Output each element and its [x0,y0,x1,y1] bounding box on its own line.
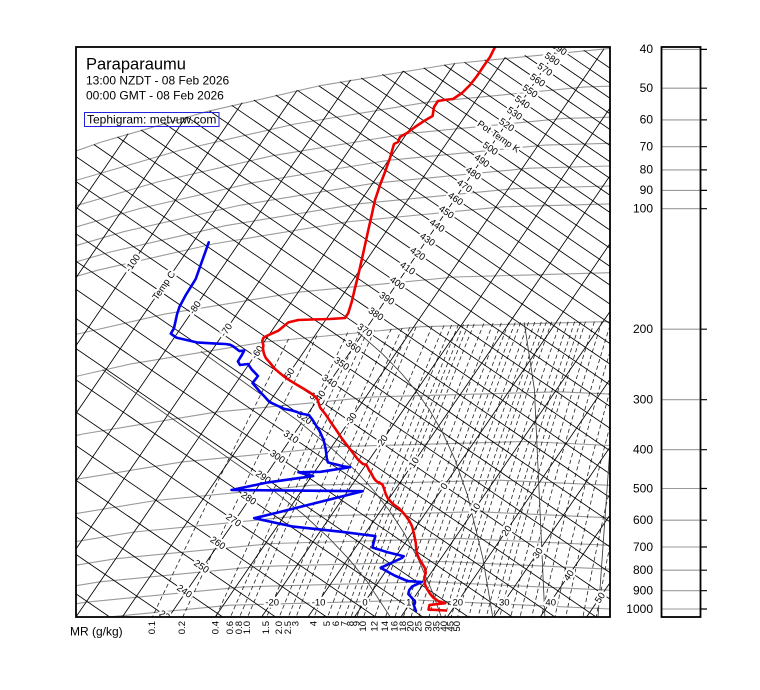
svg-text:30: 30 [423,621,434,632]
svg-text:2.0: 2.0 [274,621,285,634]
svg-text:4: 4 [309,621,320,626]
svg-text:400: 400 [633,443,653,457]
svg-text:45: 45 [446,621,457,632]
svg-text:30: 30 [499,597,510,608]
svg-text:200: 200 [633,322,653,336]
svg-text:20: 20 [406,621,417,632]
svg-text:50: 50 [640,81,654,95]
svg-text:230: 230 [157,608,176,626]
svg-text:18: 18 [398,621,409,632]
svg-text:00:00 GMT - 08 Feb 2026: 00:00 GMT - 08 Feb 2026 [86,89,224,103]
svg-text:MR (g/kg): MR (g/kg) [70,625,123,639]
svg-text:35: 35 [431,621,442,632]
svg-text:0.1: 0.1 [147,621,158,634]
svg-text:0.4: 0.4 [210,621,221,634]
svg-text:6: 6 [331,621,342,626]
svg-text:8: 8 [346,621,357,626]
svg-text:3: 3 [291,621,302,626]
svg-text:40: 40 [640,42,654,56]
svg-text:90: 90 [640,183,654,197]
svg-text:16: 16 [390,621,401,632]
svg-text:40: 40 [439,621,450,632]
svg-text:50: 50 [452,621,463,632]
svg-text:20: 20 [453,597,464,608]
svg-text:12: 12 [370,621,381,632]
svg-text:-10: -10 [312,597,326,608]
svg-text:0.2: 0.2 [177,621,188,634]
svg-text:1000: 1000 [626,602,653,616]
svg-text:60: 60 [640,113,654,127]
svg-text:-20: -20 [265,597,279,608]
svg-text:900: 900 [633,584,653,598]
svg-text:600: 600 [633,513,653,527]
svg-text:2.5: 2.5 [283,621,294,634]
svg-text:10: 10 [358,621,369,632]
svg-text:1.0: 1.0 [242,621,253,634]
svg-text:40: 40 [545,597,556,608]
svg-text:0.6: 0.6 [225,621,236,634]
svg-text:5: 5 [322,621,333,626]
svg-text:800: 800 [633,563,653,577]
svg-text:25: 25 [413,621,424,632]
svg-text:300: 300 [633,393,653,407]
svg-text:700: 700 [633,540,653,554]
svg-text:100: 100 [633,202,653,216]
svg-text:1.5: 1.5 [261,621,272,634]
svg-text:0: 0 [362,597,367,608]
svg-text:Tephigram: metvuw.com: Tephigram: metvuw.com [87,113,216,127]
svg-text:9: 9 [352,621,363,626]
svg-text:70: 70 [640,140,654,154]
svg-text:13:00 NZDT - 08 Feb 2026: 13:00 NZDT - 08 Feb 2026 [86,74,230,88]
svg-text:500: 500 [633,481,653,495]
svg-text:Paraparaumu: Paraparaumu [86,56,186,74]
svg-text:14: 14 [380,621,391,632]
svg-text:0.8: 0.8 [234,621,245,634]
svg-text:80: 80 [640,163,654,177]
svg-text:7: 7 [339,621,350,626]
